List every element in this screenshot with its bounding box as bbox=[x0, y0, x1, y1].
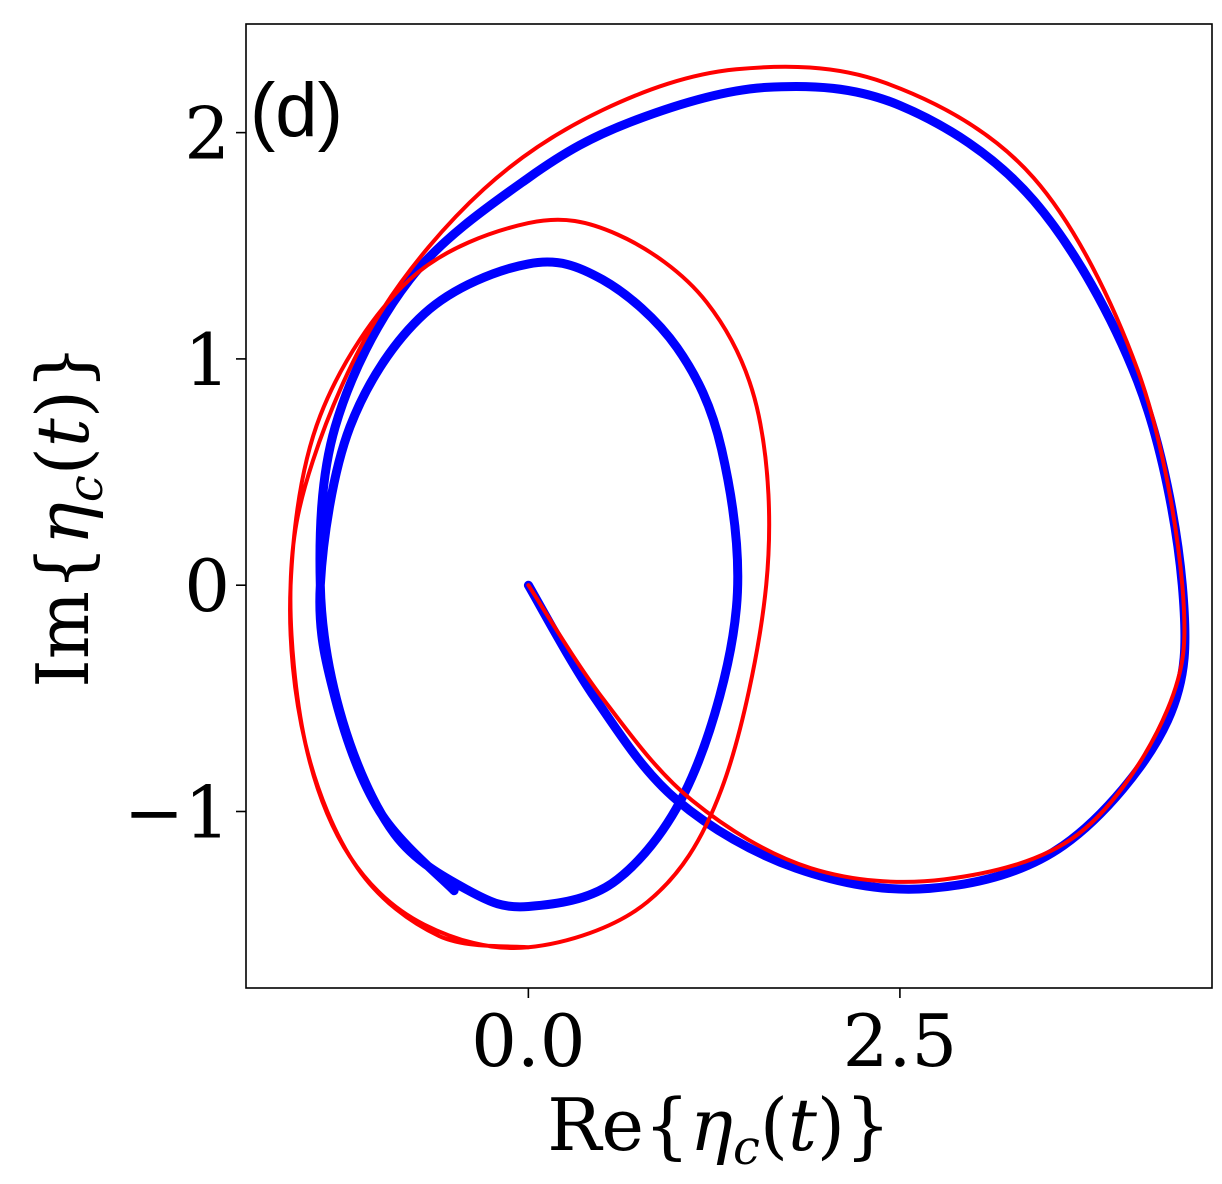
y-tick-label: 0 bbox=[184, 544, 230, 628]
y-axis-label: Im{ηc(t)} bbox=[21, 344, 114, 688]
y-tick-label: 2 bbox=[184, 92, 230, 176]
axes-frame bbox=[245, 23, 1213, 989]
tick-labels: 0.0 2.5 −1 0 1 2 bbox=[124, 92, 957, 1083]
red-trajectory-line bbox=[288, 64, 1187, 950]
panel-label: (d) bbox=[250, 68, 343, 153]
y-tick-label: 1 bbox=[184, 318, 230, 402]
blue-trajectory-line bbox=[315, 81, 1190, 912]
y-tick-label: −1 bbox=[124, 770, 230, 854]
trajectory-curves bbox=[288, 64, 1190, 950]
tick-marks bbox=[236, 131, 901, 998]
x-tick-label: 2.5 bbox=[843, 999, 958, 1083]
x-axis-label: Re{ηc(t)} bbox=[547, 1083, 891, 1176]
x-tick-label: 0.0 bbox=[471, 999, 586, 1083]
